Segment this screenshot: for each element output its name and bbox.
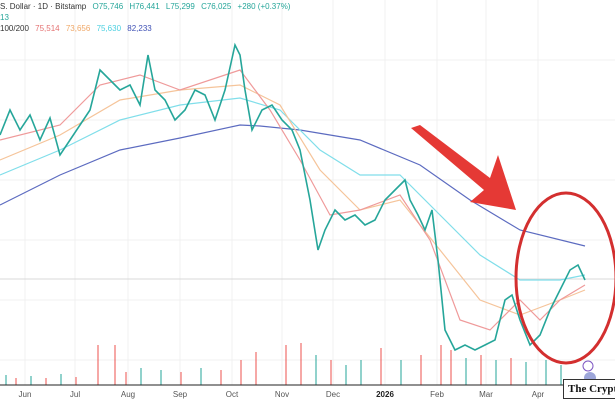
ma-orange-line xyxy=(0,84,586,316)
x-tick: Oct xyxy=(225,390,239,399)
highlight-ellipse xyxy=(514,191,615,365)
x-tick: Jul xyxy=(69,390,81,399)
symbol-title: S. Dollar · 1D · Bitstamp xyxy=(0,2,87,11)
watermark-logo: The Crypt xyxy=(563,379,615,399)
x-tick: Feb xyxy=(430,390,444,399)
x-tick: Aug xyxy=(120,390,136,399)
x-tick: Sep xyxy=(172,390,188,399)
ma-value-orange: 73,656 xyxy=(65,24,91,33)
event-icon xyxy=(582,360,594,372)
ma-value-red: 75,514 xyxy=(35,24,60,33)
ma-value-cyan: 75,630 xyxy=(96,24,122,33)
x-tick: Nov xyxy=(274,390,290,399)
ma-red-line xyxy=(0,69,586,331)
volume-bars xyxy=(5,343,562,385)
down-arrow-annotation xyxy=(411,125,516,210)
symbol-header: S. Dollar · 1D · Bitstamp O75,746 H76,44… xyxy=(0,2,294,11)
x-tick: 2026 xyxy=(376,390,394,399)
x-tick: Dec xyxy=(325,390,341,399)
indicator-line: 13 xyxy=(0,13,9,22)
ohlc-high: H76,441 xyxy=(129,2,160,11)
ma100-line xyxy=(0,97,586,281)
ohlc-open: O75,746 xyxy=(92,2,124,11)
ohlc-close: C76,025 xyxy=(201,2,232,11)
x-tick: Jun xyxy=(18,390,32,399)
price-candles xyxy=(0,42,586,352)
x-tick: Mar xyxy=(479,390,493,399)
ma-value-purple: 82,233 xyxy=(127,24,152,33)
ma-legend: 100/200 75,514 73,656 75,630 82,233 xyxy=(0,24,156,33)
ma-label: 100/200 xyxy=(0,24,29,33)
ohlc-low: L75,299 xyxy=(165,2,195,11)
ma200-line xyxy=(0,124,586,247)
ohlc-change: +280 (+0.37%) xyxy=(237,2,291,11)
x-tick: Apr xyxy=(531,390,545,399)
